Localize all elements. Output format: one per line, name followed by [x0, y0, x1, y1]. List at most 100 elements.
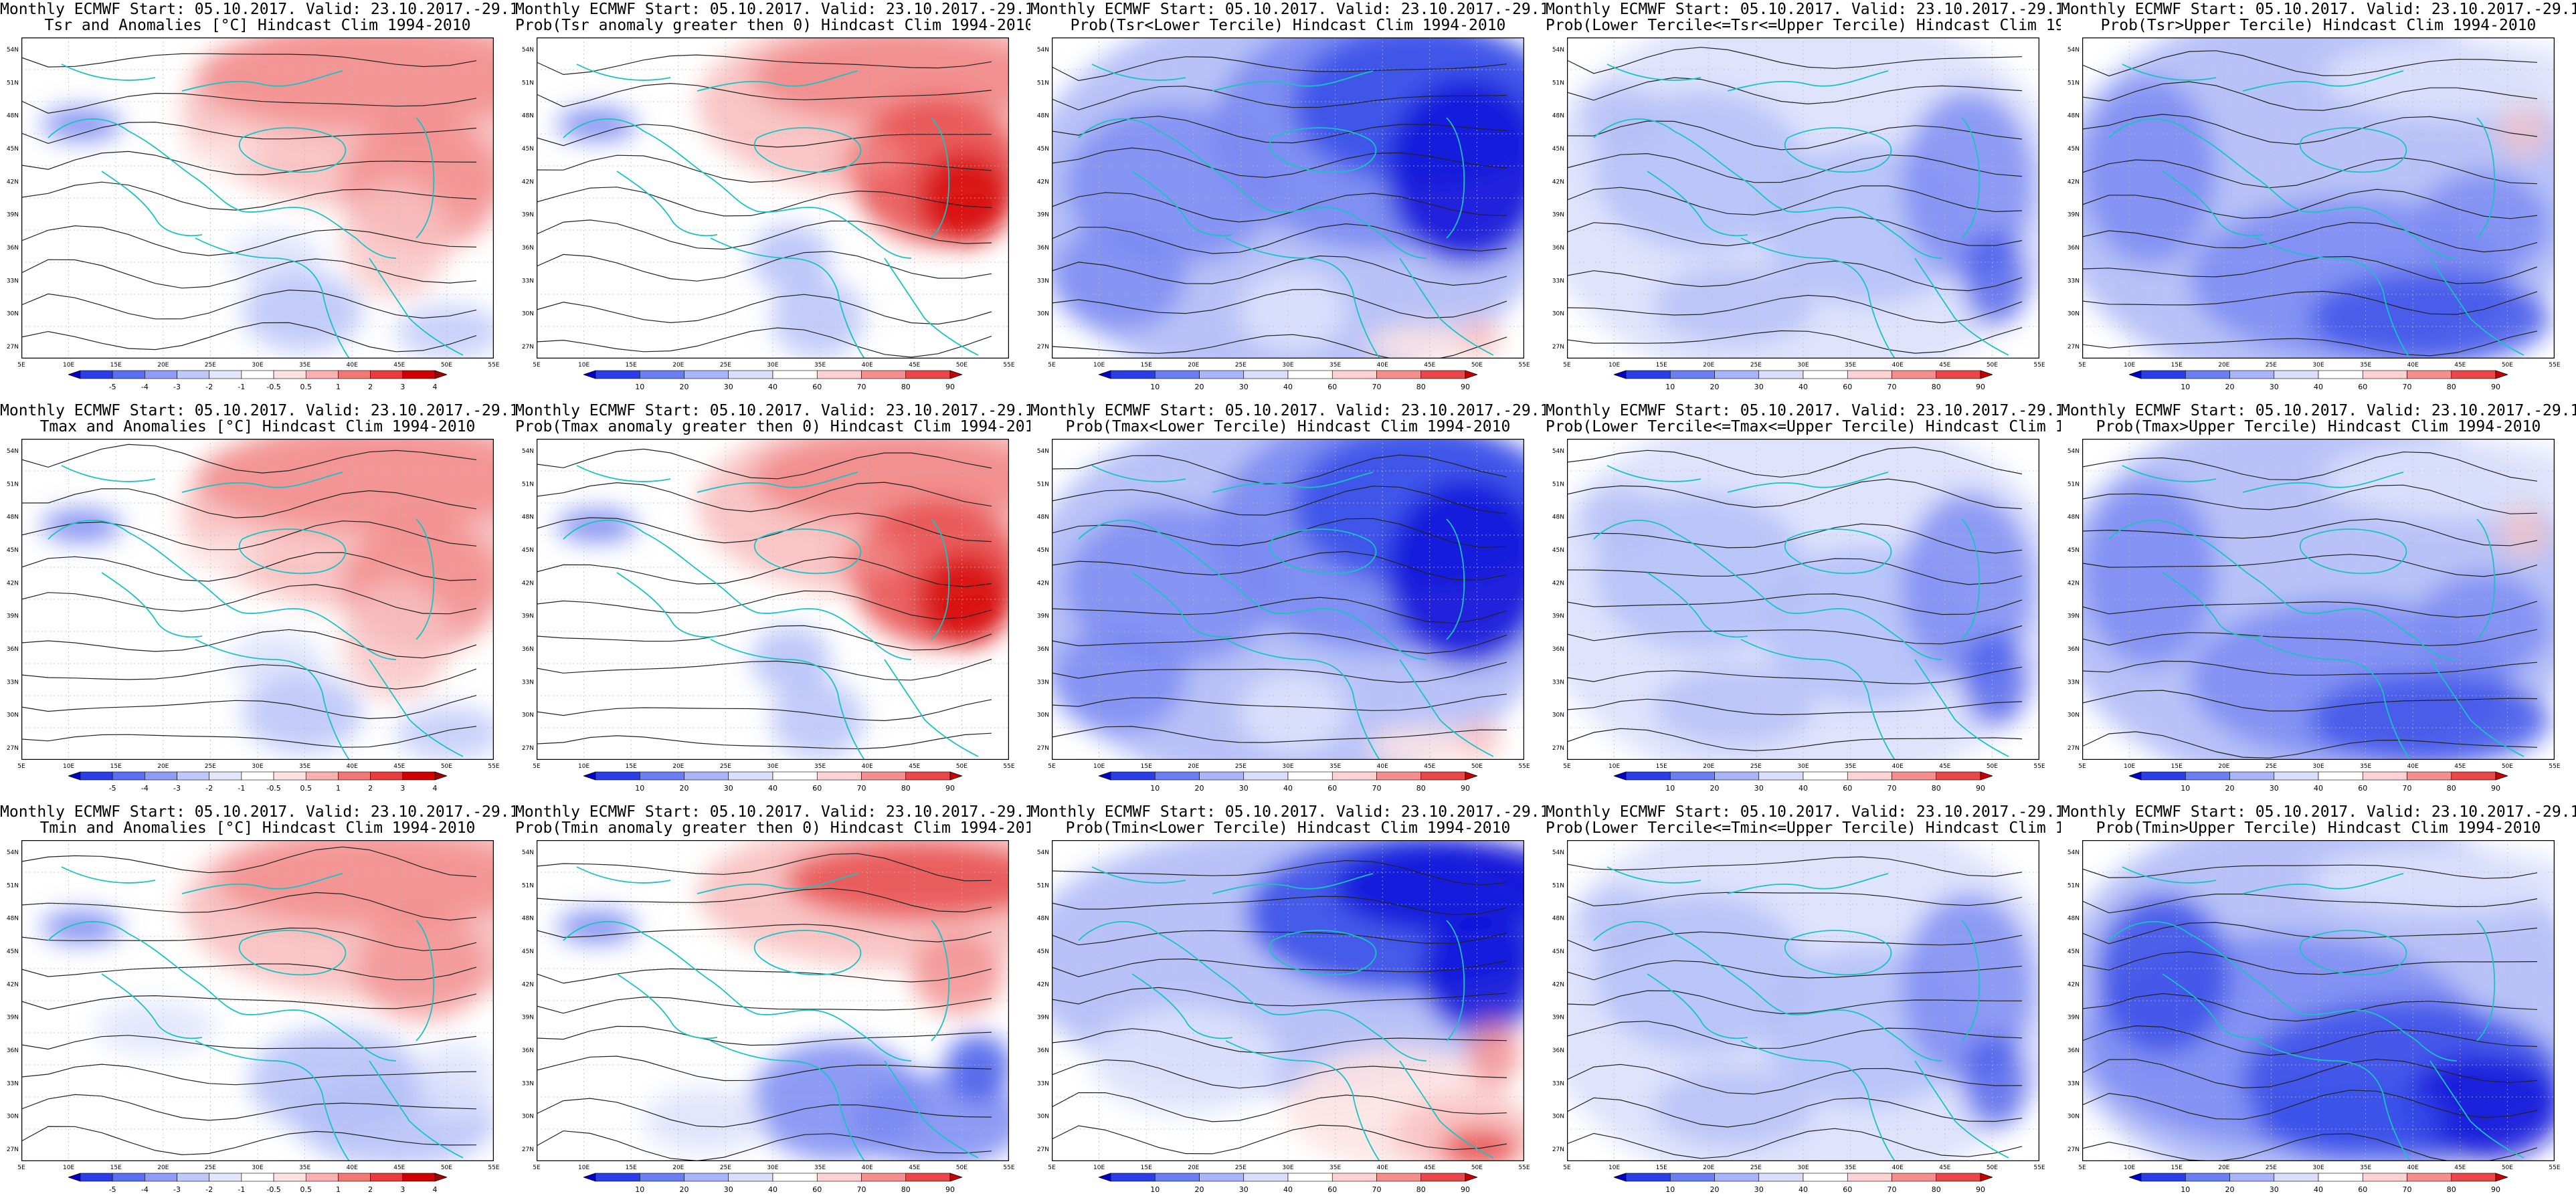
colorbar-svg: 10 20 30 40 60 70 80 90: [582, 1173, 963, 1194]
latitude-tick-label: 48N: [1037, 113, 1049, 120]
longitude-tick-label: 30E: [2312, 362, 2324, 369]
longitude-tick-label: 20E: [672, 362, 684, 369]
colorbar-segment: [728, 1173, 773, 1182]
coastline: [1961, 117, 1981, 239]
latitude-tick-label: 27N: [2067, 344, 2080, 350]
latitude-tick-label: 51N: [2067, 481, 2080, 488]
colorbar-label: 40: [1283, 383, 1293, 391]
latitude-tick-label: 42N: [522, 981, 534, 988]
colorbar-label: 30: [1754, 383, 1764, 391]
longitude-tick-label: 40E: [1377, 362, 1388, 369]
longitude-tick-label: 35E: [1329, 763, 1341, 770]
longitude-tick-label: 20E: [2218, 1165, 2229, 1171]
colorbar-label: 90: [1976, 1185, 1985, 1194]
graticule: [537, 439, 1009, 760]
latitude-tick-label: 39N: [1552, 212, 1564, 219]
colorbar-svg: -5-4-3-2-1-0.50.512345: [67, 370, 470, 391]
colorbar-label: 30: [1239, 784, 1249, 793]
coastline: [1446, 920, 1465, 1041]
map-axes: 54N 51N 48N 45N 42N 39N 36N 33N 30N 27N 5E 10E 15E 20…: [522, 849, 1015, 1171]
colorbar-end-left: [1613, 1173, 1627, 1182]
map-frame: [537, 840, 1009, 1161]
contour-line: [2082, 157, 2538, 189]
longitude-tick-label: 30E: [252, 1165, 263, 1171]
longitude-tick-label: 25E: [1235, 763, 1247, 770]
longitude-tick-label: 30E: [252, 763, 263, 770]
colorbar-label: -2: [205, 383, 213, 391]
longitude-tick-label: 40E: [862, 1165, 873, 1171]
colorbar-label: 70: [857, 1185, 866, 1194]
longitude-tick-label: 15E: [1656, 362, 1667, 369]
contour-line: [1567, 1128, 2023, 1159]
longitude-tick-label: 5E: [1048, 763, 1056, 770]
graticule: [537, 37, 1009, 359]
colorbar-segment: [145, 771, 177, 781]
contour-line: [1567, 77, 2023, 105]
latitude-tick-label: 45N: [1037, 948, 1049, 955]
graticule: [21, 37, 494, 359]
coastline: [2108, 118, 2458, 259]
latitude-tick-label: 33N: [522, 278, 534, 284]
colorbar-segment: [1714, 1173, 1760, 1182]
coastline: [369, 1060, 464, 1159]
coastlines: [48, 64, 464, 359]
colorbar-label: 70: [1888, 784, 1897, 793]
forecast-map: [1567, 840, 2039, 1161]
contour-line: [2082, 189, 2538, 219]
colorbar-label: 90: [2491, 1185, 2500, 1194]
forecast-map-svg: [537, 37, 1009, 359]
coastline: [48, 118, 397, 259]
longitude-tick-label: 10E: [1608, 763, 1620, 770]
colorbar-segment: [861, 370, 907, 379]
longitude-tick-label: 50E: [2502, 763, 2513, 770]
contour-lines: [21, 443, 477, 748]
latitude-tick-label: 42N: [1037, 179, 1049, 185]
coastlines: [563, 866, 979, 1161]
shaded-area: [182, 536, 262, 569]
forecast-map: [537, 439, 1009, 760]
contour-line: [21, 1094, 477, 1121]
longitude-tick-label: 20E: [157, 763, 169, 770]
contour-line: [537, 625, 992, 651]
contour-line: [21, 150, 477, 176]
coastline: [710, 1040, 865, 1161]
contour-line: [1567, 856, 2023, 877]
colorbar-segment: [402, 370, 436, 379]
latitude-tick-label: 27N: [7, 344, 19, 350]
colorbar-label: 4: [433, 1185, 438, 1194]
colorbar-label: -0.5: [266, 1185, 280, 1194]
latitude-tick-label: 42N: [7, 179, 19, 185]
latitude-tick-label: 33N: [1552, 1080, 1564, 1087]
coastline: [1399, 1060, 1494, 1159]
coastline: [2476, 117, 2496, 239]
contour-line: [2082, 256, 2538, 284]
colorbar-label: 10: [635, 784, 644, 793]
colorbar-label: -4: [141, 1185, 149, 1194]
latitude-tick-label: 36N: [1552, 646, 1564, 653]
longitude-tick-label: 50E: [1471, 362, 1483, 369]
coastline: [416, 117, 435, 239]
contour-line: [537, 124, 992, 148]
longitude-tick-label: 40E: [2407, 362, 2419, 369]
panel-title: Monthly ECMWF Start: 05.10.2017. Valid: …: [0, 803, 515, 821]
colorbar-segment: [595, 370, 640, 379]
longitude-tick-label: 5E: [1048, 362, 1056, 369]
map-panel: Monthly ECMWF Start: 05.10.2017. Valid: …: [515, 401, 1030, 803]
colorbar-label: 40: [1799, 1185, 1808, 1194]
colorbar-segment: [639, 1173, 684, 1182]
colorbar-label: 2: [368, 1185, 373, 1194]
coastline: [2162, 973, 2264, 1039]
latitude-tick-label: 51N: [7, 80, 19, 86]
colorbar-svg: 10 20 30 40 60 70 80 90: [1613, 771, 1994, 793]
longitude-tick-label: 15E: [626, 1165, 637, 1171]
panel-title: Monthly ECMWF Start: 05.10.2017. Valid: …: [1030, 402, 1546, 419]
longitude-tick-label: 5E: [533, 1165, 541, 1171]
forecast-map-svg: [21, 840, 494, 1161]
longitude-tick-label: 40E: [1892, 1165, 1904, 1171]
latitude-tick-label: 36N: [7, 245, 19, 252]
colorbar-label: 2: [368, 784, 373, 793]
longitude-tick-label: 5E: [17, 1165, 25, 1171]
latitude-tick-label: 51N: [1037, 80, 1049, 86]
longitude-tick-label: 45E: [2454, 1165, 2466, 1171]
